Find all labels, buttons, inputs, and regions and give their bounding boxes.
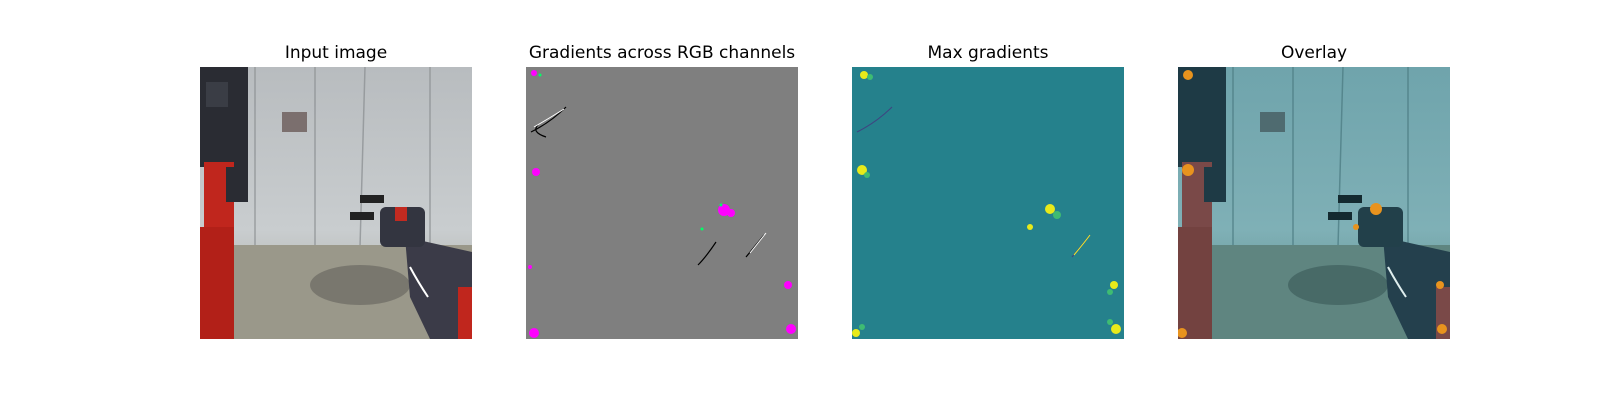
panel-title: Input image [284,43,388,63]
panel-overlay: Overlay [1178,40,1450,339]
panel-input-image: Input image [200,40,472,339]
rgb-gradients-image [526,67,798,339]
overlay-image [1178,67,1450,339]
max-gradients-image [852,67,1124,339]
panel-max-gradients: Max gradients [852,40,1124,339]
panel-title: Gradients across RGB channels [528,43,796,63]
panel-rgb-gradients: Gradients across RGB channels [526,40,798,339]
input-image [200,67,472,339]
panel-title: Max gradients [927,43,1049,63]
panel-title: Overlay [1280,43,1348,63]
